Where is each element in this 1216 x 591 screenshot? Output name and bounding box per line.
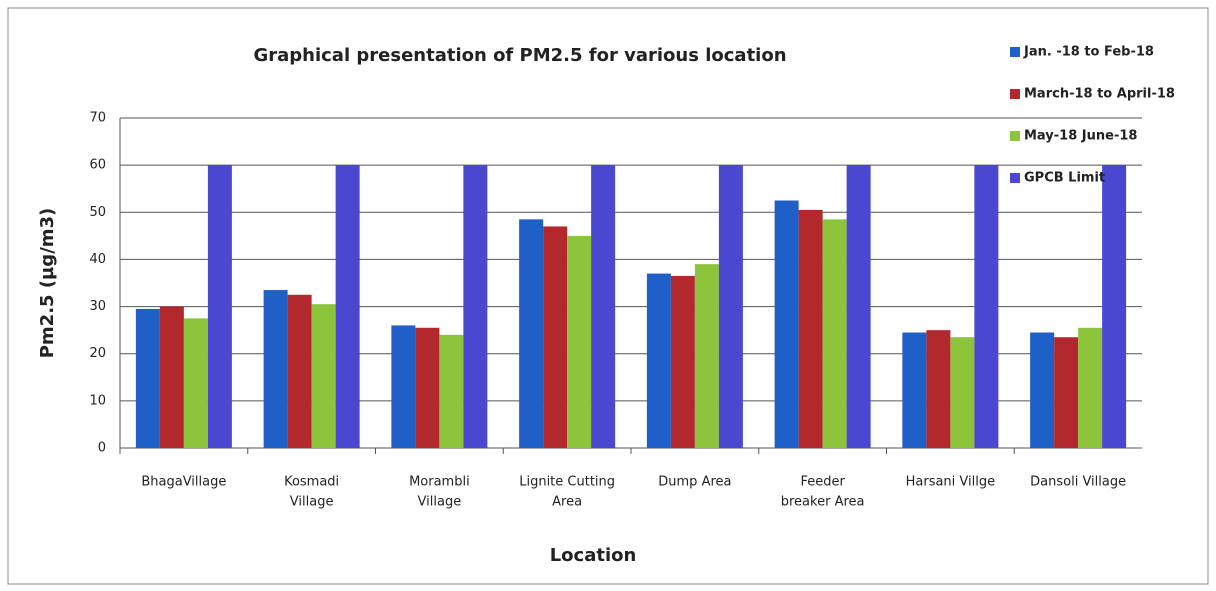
bar — [974, 165, 999, 448]
bar — [1102, 165, 1127, 448]
bar — [287, 294, 312, 448]
x-tick-label: breaker Area — [781, 495, 865, 510]
y-tick-label: 50 — [89, 205, 106, 220]
legend-swatch — [1010, 131, 1020, 141]
legend-label: May-18 June-18 — [1024, 129, 1137, 144]
bar — [335, 165, 360, 448]
bar — [902, 332, 927, 448]
bar — [1078, 327, 1103, 448]
x-tick-label: Feeder — [800, 475, 845, 490]
bar — [591, 165, 616, 448]
bar — [311, 304, 336, 448]
y-tick-label: 20 — [89, 346, 106, 361]
x-tick-label: Morambli — [409, 475, 470, 490]
bar — [391, 325, 416, 448]
bar — [207, 165, 232, 448]
bar — [646, 273, 671, 448]
bar — [183, 318, 208, 448]
bar — [846, 165, 871, 448]
x-tick-label: Dansoli Village — [1030, 475, 1126, 490]
bar — [670, 275, 695, 448]
legend-label: GPCB Limit — [1024, 171, 1105, 186]
bar — [263, 290, 288, 448]
bar — [798, 209, 823, 448]
legend-swatch — [1010, 47, 1020, 57]
chart-title: Graphical presentation of PM2.5 for vari… — [253, 45, 786, 66]
legend-swatch — [1010, 173, 1020, 183]
bar — [1030, 332, 1055, 448]
x-tick-label: BhagaVillage — [141, 475, 226, 490]
x-tick-label: Village — [418, 495, 462, 510]
y-tick-label: 0 — [98, 441, 106, 456]
x-tick-label: Village — [290, 495, 334, 510]
bar — [135, 308, 160, 448]
y-tick-label: 60 — [89, 158, 106, 173]
bar — [543, 226, 568, 448]
bar — [822, 219, 847, 448]
legend-label: Jan. -18 to Feb-18 — [1023, 45, 1154, 60]
legend-swatch — [1010, 89, 1020, 99]
bar — [1054, 337, 1079, 448]
bar — [519, 219, 544, 448]
bar — [159, 306, 184, 448]
bar — [950, 337, 975, 448]
x-axis-title: Location — [550, 545, 637, 566]
x-tick-label: Dump Area — [658, 475, 731, 490]
bar — [439, 334, 464, 448]
y-axis-title: Pm2.5 (µg/m3) — [37, 208, 58, 359]
bar — [567, 235, 592, 448]
x-tick-label: Kosmadi — [284, 475, 339, 490]
y-tick-label: 70 — [89, 111, 106, 126]
bar — [774, 200, 799, 448]
bar — [463, 165, 488, 448]
x-tick-label: Harsani Villge — [906, 475, 996, 490]
legend-label: March-18 to April-18 — [1024, 87, 1175, 102]
bar — [694, 264, 719, 448]
x-tick-label: Area — [552, 495, 582, 510]
bar — [718, 165, 743, 448]
bar — [926, 330, 951, 448]
y-tick-label: 10 — [89, 393, 106, 408]
y-tick-label: 30 — [89, 299, 106, 314]
x-tick-label: Lignite Cutting — [519, 475, 615, 490]
bar — [415, 327, 440, 448]
y-tick-label: 40 — [89, 252, 106, 267]
